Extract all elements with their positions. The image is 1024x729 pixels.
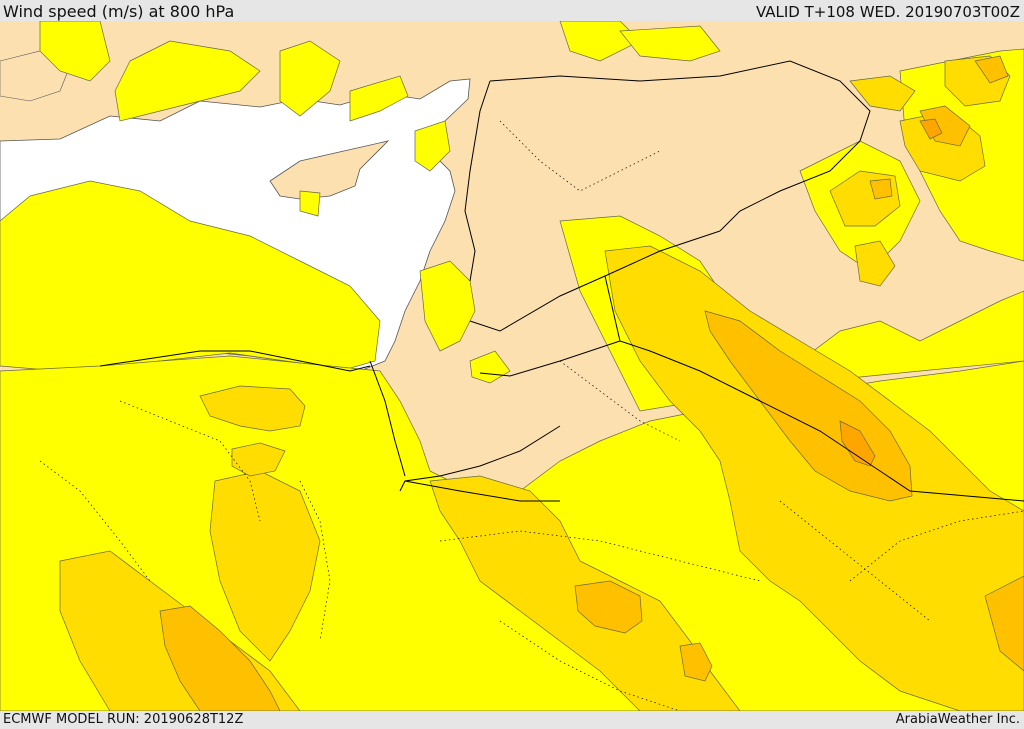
wind-level-4 bbox=[839, 118, 943, 467]
valid-time: VALID T+108 WED. 20190703T00Z bbox=[755, 3, 1020, 21]
model-run-label: ECMWF MODEL RUN: 20190628T12Z bbox=[3, 712, 244, 727]
internal-boundaries bbox=[39, 120, 1024, 711]
footer-bar: ECMWF MODEL RUN: 20190628T12Z ArabiaWeat… bbox=[0, 711, 1024, 729]
wind-speed-map bbox=[0, 21, 1024, 711]
cyprus bbox=[269, 140, 390, 200]
map-area[interactable] bbox=[0, 21, 1024, 711]
credit-label: ArabiaWeather Inc. bbox=[895, 712, 1020, 727]
header-bar: Wind speed (m/s) at 800 hPa VALID T+108 … bbox=[0, 0, 1024, 22]
country-borders bbox=[99, 60, 1024, 502]
map-title: Wind speed (m/s) at 800 hPa bbox=[3, 2, 235, 21]
